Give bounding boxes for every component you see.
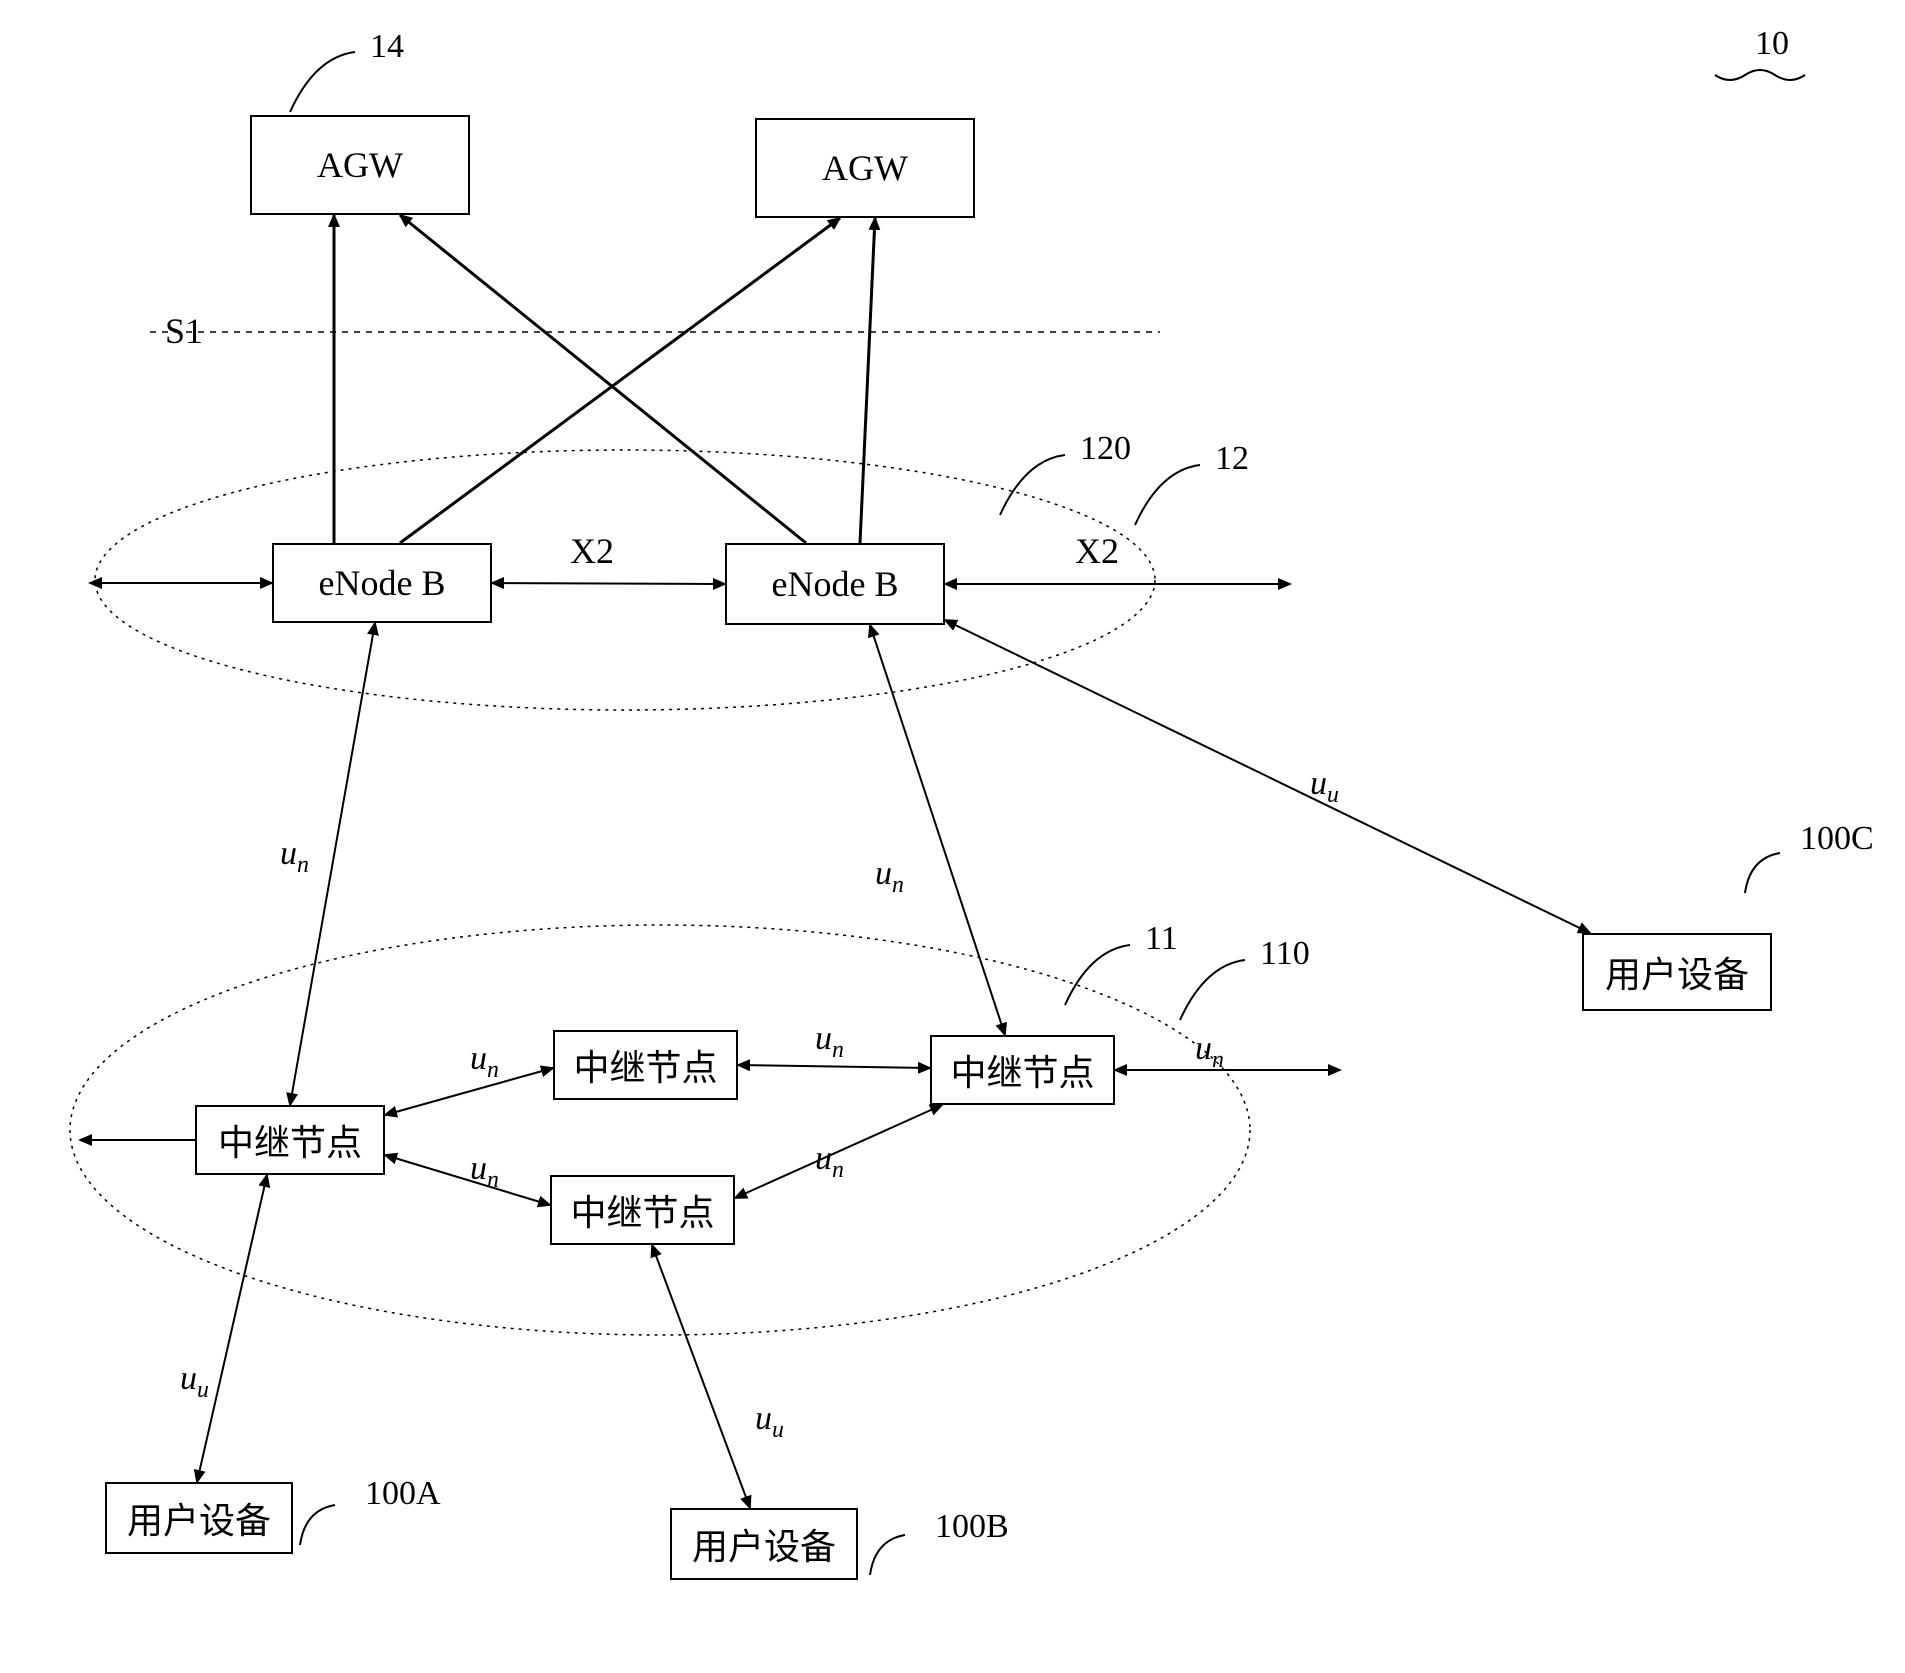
iface-label-un: un bbox=[470, 1150, 499, 1194]
iface-label-uu: uu bbox=[180, 1360, 209, 1404]
ref-10: 10 bbox=[1755, 25, 1789, 63]
node-enb2: eNode B bbox=[725, 543, 945, 625]
iface-label-uu: uu bbox=[1310, 765, 1339, 809]
iface-label-uu: uu bbox=[755, 1400, 784, 1444]
node-ue_c: 用户设备 bbox=[1582, 933, 1772, 1011]
iface-label-un: un bbox=[280, 835, 309, 879]
iface-label-un: un bbox=[815, 1140, 844, 1184]
x2-label-mid: X2 bbox=[570, 530, 614, 572]
x2-label-right: X2 bbox=[1075, 530, 1119, 572]
ref-14: 14 bbox=[370, 28, 404, 66]
ref-110: 110 bbox=[1260, 935, 1310, 973]
node-agw2: AGW bbox=[755, 118, 975, 218]
iface-label-un: un bbox=[1195, 1030, 1224, 1074]
iface-label-un: un bbox=[815, 1020, 844, 1064]
node-relay_tr: 中继节点 bbox=[930, 1035, 1115, 1105]
diagram-canvas: AGWAGWeNode BeNode B中继节点中继节点中继节点中继节点用户设备… bbox=[0, 0, 1905, 1673]
ref-100b: 100B bbox=[935, 1508, 1009, 1546]
iface-label-un: un bbox=[875, 855, 904, 899]
ref-100a: 100A bbox=[365, 1475, 441, 1513]
node-agw1: AGW bbox=[250, 115, 470, 215]
node-ue_b: 用户设备 bbox=[670, 1508, 858, 1580]
node-enb1: eNode B bbox=[272, 543, 492, 623]
node-relay_l: 中继节点 bbox=[195, 1105, 385, 1175]
ref-12: 12 bbox=[1215, 440, 1249, 478]
node-relay_tl: 中继节点 bbox=[553, 1030, 738, 1100]
ref-11: 11 bbox=[1145, 920, 1178, 958]
node-ue_a: 用户设备 bbox=[105, 1482, 293, 1554]
ref-120: 120 bbox=[1080, 430, 1131, 468]
ref-100c: 100C bbox=[1800, 820, 1874, 858]
s1-label: S1 bbox=[165, 310, 203, 352]
node-relay_b: 中继节点 bbox=[550, 1175, 735, 1245]
iface-label-un: un bbox=[470, 1040, 499, 1084]
